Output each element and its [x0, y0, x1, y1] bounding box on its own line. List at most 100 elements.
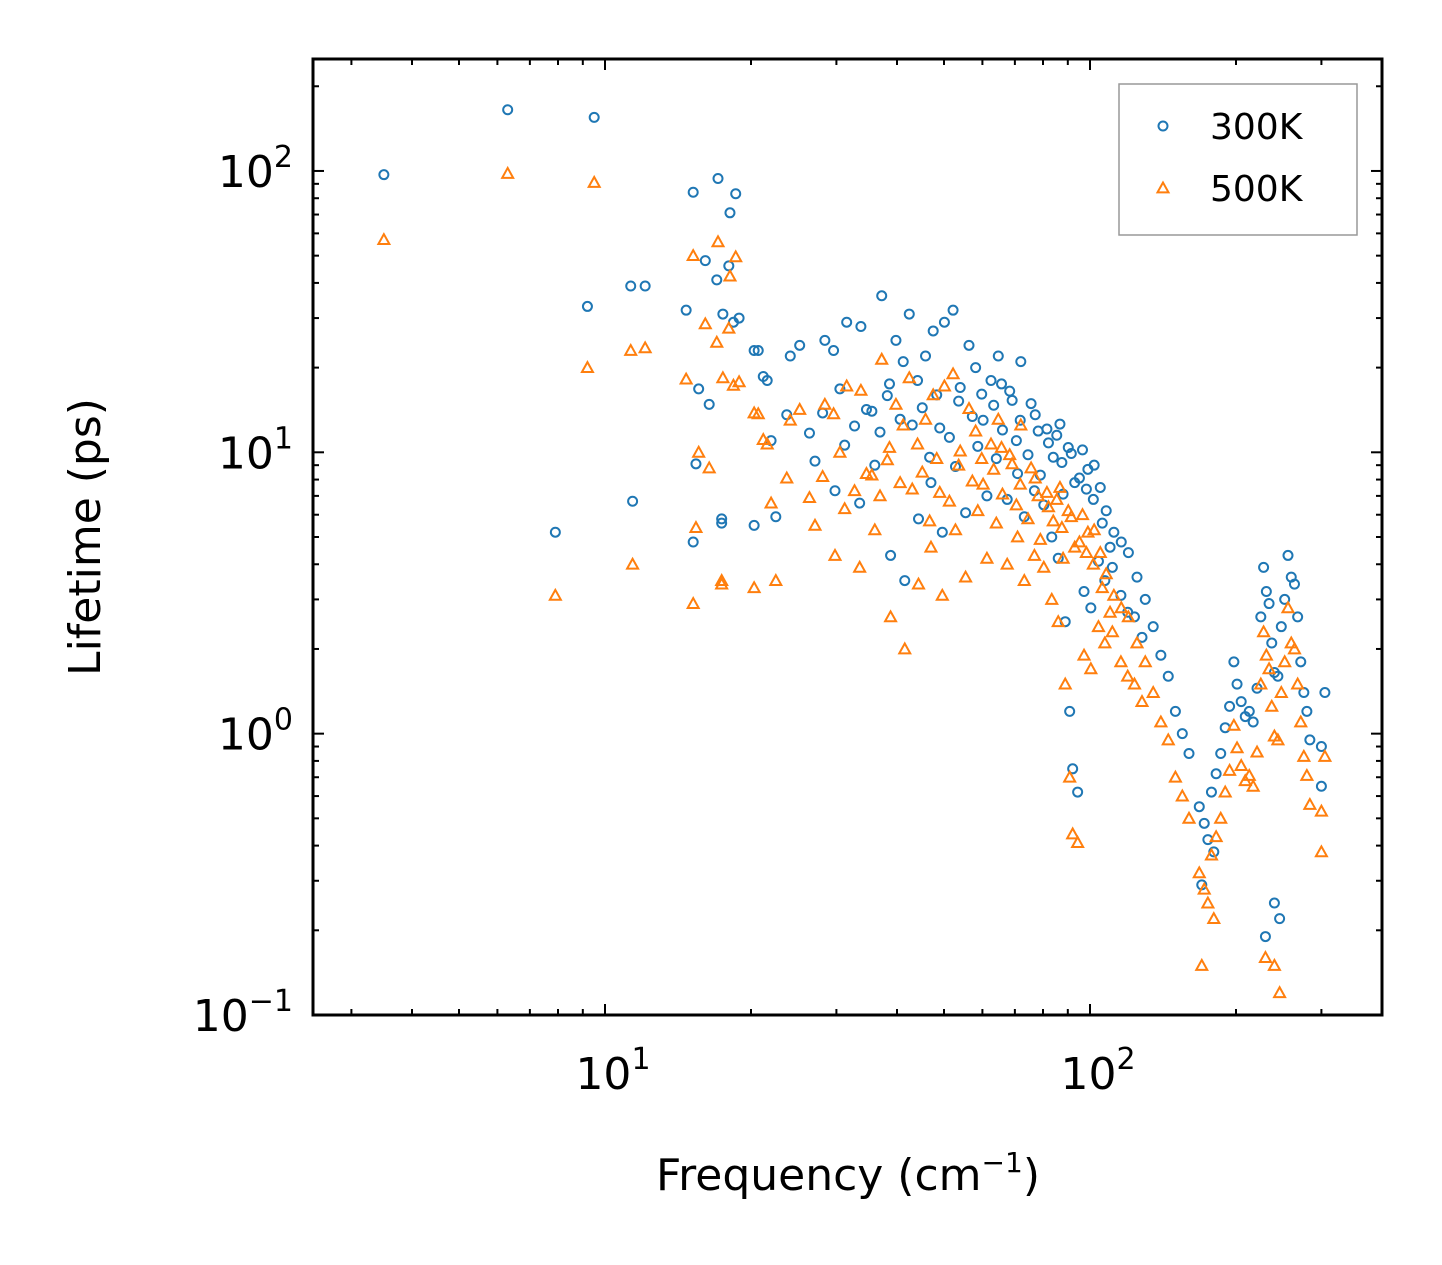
point-500K-39: [839, 378, 854, 392]
point-500K-92: [911, 576, 926, 590]
point-500K-184: [1049, 491, 1064, 505]
point-300K-148: [1295, 656, 1307, 668]
point-300K-153: [1268, 897, 1280, 909]
point-300K-44: [890, 334, 902, 346]
point-300K-48: [920, 350, 932, 362]
legend: 300K 500K: [1118, 83, 1358, 236]
point-500K-121: [1197, 881, 1212, 895]
point-500K-190: [1095, 580, 1110, 594]
point-500K-48: [918, 411, 933, 425]
point-300K-128: [1228, 656, 1240, 668]
point-500K-8: [678, 371, 694, 385]
point-300K-143: [1279, 593, 1291, 605]
point-500K-129: [1229, 740, 1245, 754]
point-500K-36: [817, 396, 833, 410]
point-500K-9: [685, 248, 701, 262]
point-300K-76: [1100, 505, 1112, 517]
point-300K-95: [949, 461, 961, 473]
point-300K-9: [687, 186, 699, 198]
point-300K-187: [1073, 472, 1085, 484]
y-tick-exponent: 1: [274, 421, 293, 456]
point-300K-98: [981, 490, 993, 502]
point-500K-77: [1106, 587, 1122, 601]
point-500K-91: [897, 641, 912, 655]
point-500K-21: [685, 595, 701, 609]
point-300K-30: [748, 519, 760, 531]
point-300K-15: [717, 308, 729, 320]
point-300K-157: [1315, 741, 1327, 753]
point-300K-7: [627, 495, 639, 507]
x-tick-base: 10: [1060, 1049, 1116, 1100]
point-500K-170: [915, 464, 930, 478]
point-300K-62: [1015, 356, 1027, 368]
x-tick-label: 101: [575, 1042, 650, 1100]
point-500K-136: [1256, 624, 1271, 638]
point-300K-16: [724, 207, 736, 219]
point-500K-94: [935, 587, 950, 601]
point-300K-40: [855, 320, 867, 332]
point-500K-137: [1259, 647, 1274, 661]
point-500K-167: [880, 452, 895, 466]
point-300K-49: [927, 325, 939, 337]
y-tick-label: 10−1: [193, 984, 293, 1042]
point-500K-85: [1168, 769, 1183, 783]
point-500K-66: [1039, 484, 1055, 498]
point-300K-8: [680, 304, 692, 316]
point-300K-92: [913, 513, 925, 525]
point-500K-15: [715, 370, 731, 384]
point-300K-87: [1183, 748, 1195, 760]
point-500K-13: [710, 234, 726, 248]
point-500K-18: [721, 320, 737, 334]
point-300K-66: [1041, 423, 1053, 435]
point-300K-89: [869, 459, 881, 471]
point-500K-153: [1267, 957, 1282, 971]
point-500K-11: [698, 316, 713, 330]
point-500K-114: [1097, 635, 1113, 649]
point-500K-133: [1245, 778, 1261, 792]
point-300K-180: [1014, 414, 1026, 426]
point-500K-164: [847, 483, 862, 497]
point-500K-148: [1293, 714, 1308, 728]
point-500K-59: [995, 486, 1010, 500]
point-500K-34: [792, 401, 807, 415]
point-500K-52: [945, 366, 961, 380]
point-500K-125: [1213, 810, 1228, 824]
point-300K-112: [1085, 602, 1097, 614]
point-500K-141: [1270, 732, 1286, 746]
point-300K-109: [1067, 763, 1079, 775]
point-300K-142: [1275, 621, 1287, 633]
point-300K-174: [953, 395, 965, 407]
point-500K-54: [961, 401, 977, 415]
point-500K-101: [1010, 529, 1025, 543]
point-300K-170: [916, 402, 928, 414]
point-300K-123: [1205, 786, 1217, 798]
point-500K-97: [970, 503, 985, 517]
point-500K-106: [1051, 614, 1066, 628]
point-500K-151: [1302, 796, 1318, 810]
point-300K-120: [1193, 801, 1205, 813]
point-300K-110: [1072, 786, 1084, 798]
point-300K-188: [1080, 483, 1092, 495]
point-500K-119: [1134, 694, 1150, 707]
point-500K-139: [1264, 698, 1279, 712]
point-500K-128: [1226, 717, 1242, 731]
point-300K-127: [1224, 700, 1236, 712]
point-500K-44: [888, 396, 904, 410]
point-300K-97: [972, 440, 984, 452]
point-300K-38: [834, 383, 846, 395]
point-300K-70: [1062, 442, 1074, 454]
point-500K-95: [948, 522, 963, 536]
point-500K-37: [826, 406, 841, 420]
point-500K-159: [1314, 844, 1329, 858]
point-500K-144: [1280, 600, 1296, 614]
point-300K-150: [1301, 705, 1313, 717]
point-500K-183: [1041, 499, 1056, 513]
point-300K-88: [854, 497, 866, 509]
point-500K-90: [883, 609, 898, 623]
point-300K-166: [874, 426, 886, 438]
point-500K-58: [991, 411, 1006, 425]
y-tick-base: 10: [218, 710, 274, 761]
point-300K-111: [1078, 586, 1090, 598]
point-300K-41: [866, 405, 878, 417]
